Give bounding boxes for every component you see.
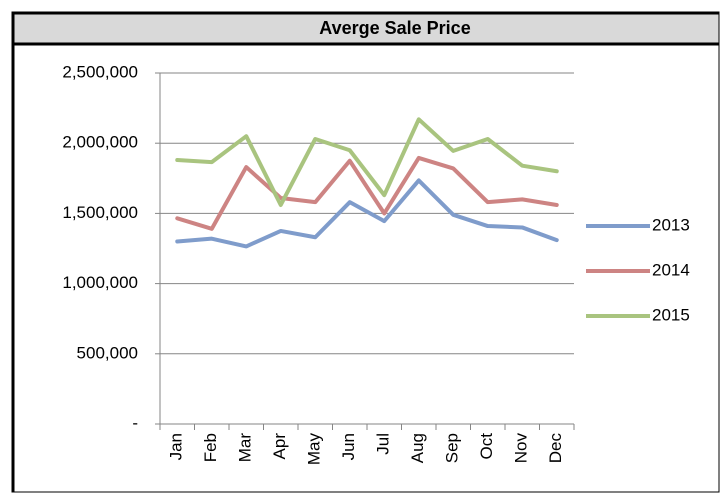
series-line xyxy=(175,178,559,249)
series-line xyxy=(175,155,559,231)
y-tick-label: 1,000,000 xyxy=(62,273,138,292)
y-tick-label: 1,500,000 xyxy=(62,203,138,222)
frame-edge xyxy=(11,11,719,492)
x-tick-label: Aug xyxy=(408,433,427,463)
y-tick-label: 2,000,000 xyxy=(62,133,138,152)
legend-label: 2015 xyxy=(652,305,690,324)
x-tick-label: Oct xyxy=(477,433,496,460)
x-tick-label: Nov xyxy=(512,433,531,464)
x-tick-label: Feb xyxy=(201,433,220,462)
legend-label: 2013 xyxy=(652,215,690,234)
x-tick-label: May xyxy=(305,433,324,466)
x-tick-label: Apr xyxy=(270,433,289,460)
y-tick-label: 2,500,000 xyxy=(62,62,138,81)
x-tick-label: Jan xyxy=(167,433,186,460)
y-tick-label: 500,000 xyxy=(77,343,138,362)
series-line xyxy=(175,117,559,207)
x-tick-label: Jul xyxy=(374,433,393,455)
title-bar xyxy=(11,11,720,45)
x-tick-label: Mar xyxy=(236,433,255,463)
x-tick-label: Dec xyxy=(546,433,565,464)
x-tick-label: Sep xyxy=(443,433,462,463)
y-tick-label: - xyxy=(132,413,138,432)
legend-label: 2014 xyxy=(652,260,690,279)
chart-title: Averge Sale Price xyxy=(319,18,470,38)
x-tick-label: Jun xyxy=(339,433,358,460)
chart-frame xyxy=(11,11,720,493)
